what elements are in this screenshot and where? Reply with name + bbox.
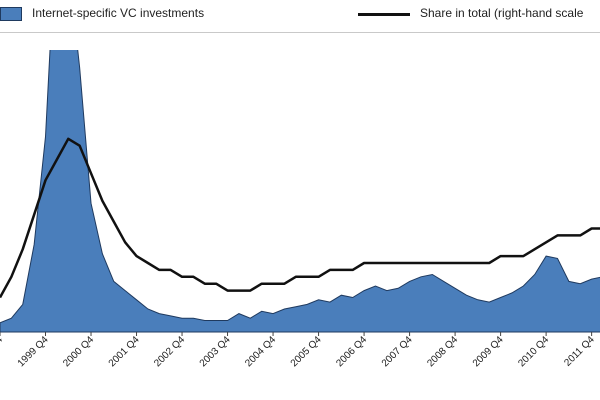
legend-area-label: Internet-specific VC investments [32,6,205,20]
x-axis: 1998 Q4 1999 Q4 2000 Q4 2001 Q4 2002 Q4 2003 … [0,331,600,369]
legend: Internet-specific VC investments Share i… [0,0,600,33]
area-series [0,50,600,333]
legend-line-label: Share in total (right-hand scale [420,6,584,20]
x-tick-label: 2002 Q4 [152,334,187,369]
x-tick-label: 1998 Q4 [0,334,5,369]
x-tick-label: 2001 Q4 [107,334,142,369]
area-investments [0,50,600,333]
x-tick-label: 2007 Q4 [380,334,415,369]
x-tick-label: 2005 Q4 [289,334,324,369]
line-series [0,137,600,299]
x-tick-label: 2004 Q4 [243,334,278,369]
x-tick-label: 2003 Q4 [198,334,233,369]
x-tick-label: 2010 Q4 [516,334,551,369]
line-share-in-total [0,137,600,299]
x-tick-label: 1999 Q4 [16,334,51,369]
chart: 1998 Q4 1999 Q4 2000 Q4 2001 Q4 2002 Q4 2003 … [0,50,600,369]
legend-area-swatch [0,7,22,21]
x-tick-label: 2008 Q4 [425,334,460,369]
x-tick-label: 2000 Q4 [61,334,96,369]
x-tick-label: 2009 Q4 [471,334,506,369]
legend-line-swatch [358,13,410,16]
x-tick-label: 2011 Q4 [562,334,597,369]
x-tick-label: 2006 Q4 [334,334,369,369]
